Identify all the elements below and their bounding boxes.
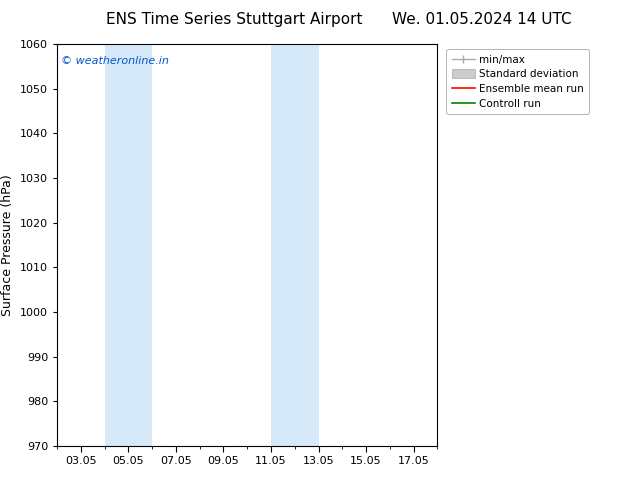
Legend: min/max, Standard deviation, Ensemble mean run, Controll run: min/max, Standard deviation, Ensemble me… xyxy=(446,49,589,114)
Text: ENS Time Series Stuttgart Airport: ENS Time Series Stuttgart Airport xyxy=(107,12,363,27)
Y-axis label: Surface Pressure (hPa): Surface Pressure (hPa) xyxy=(1,174,15,316)
Bar xyxy=(105,44,152,446)
Text: We. 01.05.2024 14 UTC: We. 01.05.2024 14 UTC xyxy=(392,12,572,27)
Text: © weatheronline.in: © weatheronline.in xyxy=(61,56,169,66)
Bar xyxy=(271,44,318,446)
